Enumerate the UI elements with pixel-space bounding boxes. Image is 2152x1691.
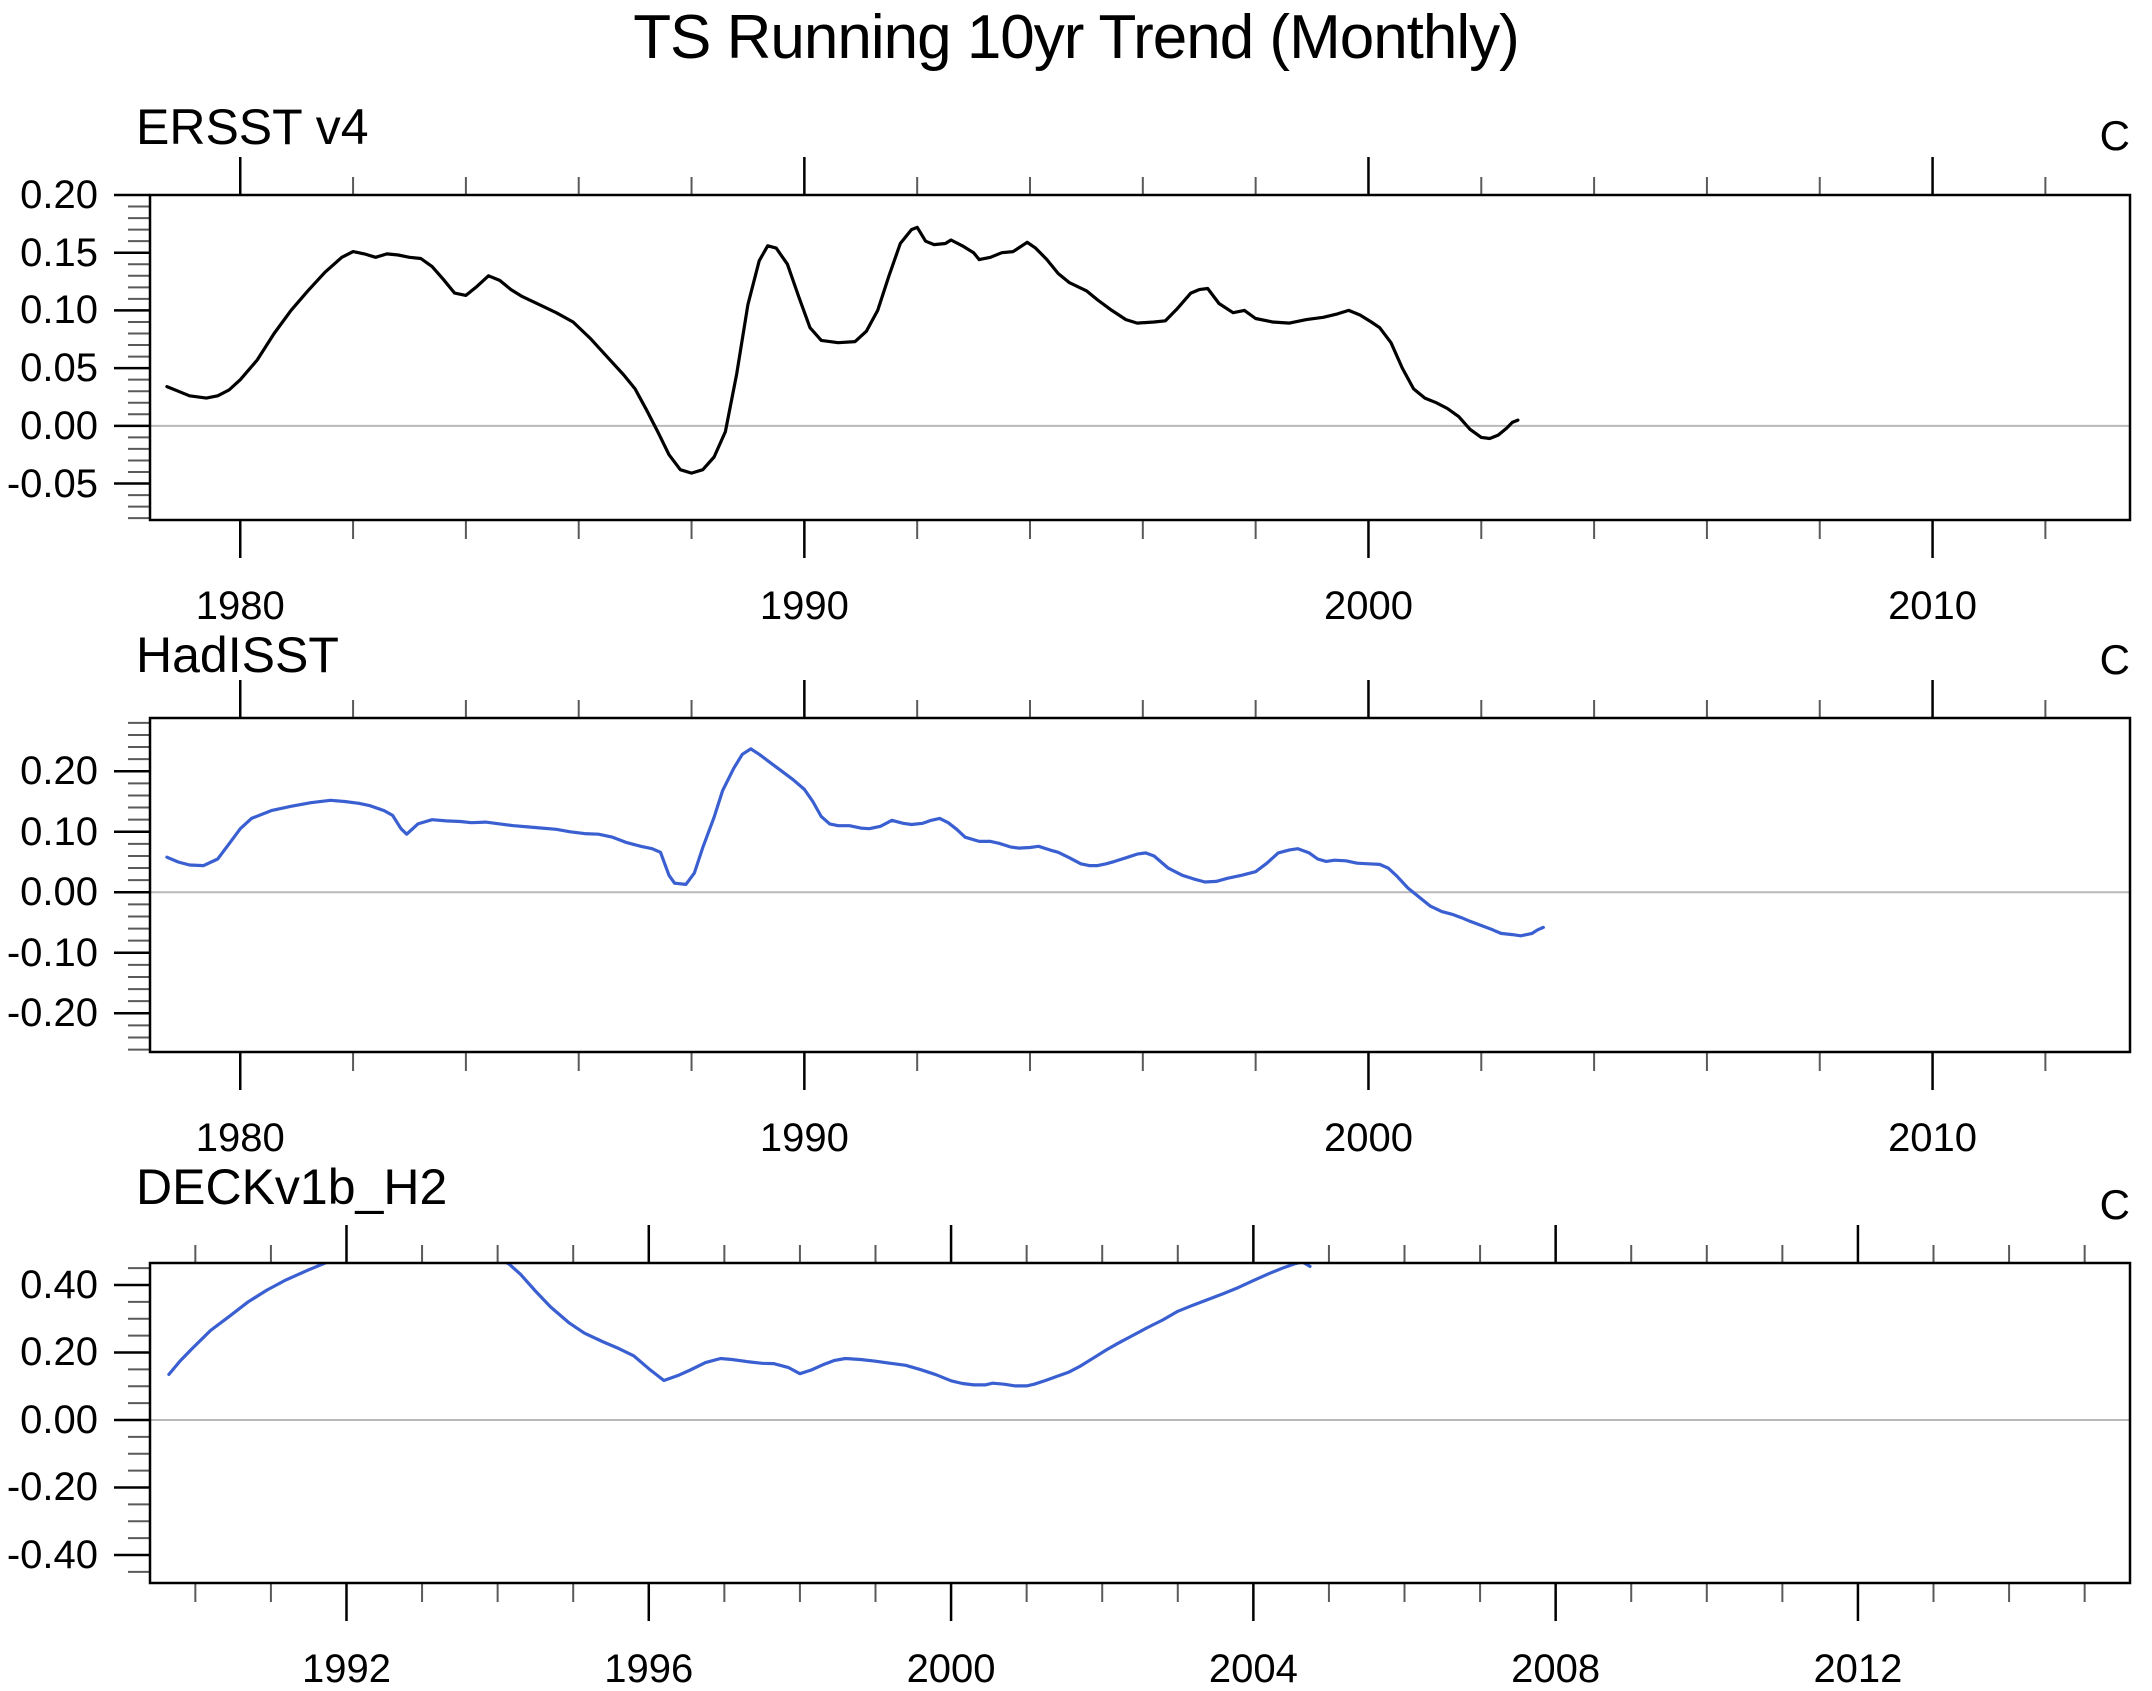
x-tick-label: 1980 xyxy=(195,584,285,628)
y-tick-label: 0.20 xyxy=(20,173,98,217)
x-tick-label: 1996 xyxy=(604,1647,694,1691)
x-tick-label: 2012 xyxy=(1813,1647,1903,1691)
plot-frame xyxy=(148,193,2132,522)
panel-title-ersst-v4: ERSST v4 xyxy=(136,99,369,155)
x-tick-label: 1990 xyxy=(759,1116,849,1160)
x-tick-label: 2008 xyxy=(1511,1647,1601,1691)
y-tick-label: 0.15 xyxy=(20,230,98,275)
x-tick-label: 2010 xyxy=(1888,1116,1978,1160)
page-title: TS Running 10yr Trend (Monthly) xyxy=(633,3,1520,72)
units-label-panel-1: C xyxy=(2099,112,2130,159)
data-line-hadisst xyxy=(165,747,1545,938)
y-tick-label: 0.10 xyxy=(20,288,98,333)
y-tick-label: 0.20 xyxy=(20,1330,98,1375)
plot-frame xyxy=(148,1261,2132,1585)
plot-frame xyxy=(148,716,2132,1054)
x-tick-label: 1990 xyxy=(759,584,849,628)
y-tick-label: -0.40 xyxy=(6,1532,98,1577)
y-tick-label: -0.20 xyxy=(6,991,98,1036)
units-label-panel-3: C xyxy=(2099,1181,2130,1228)
y-tick-label: -0.20 xyxy=(6,1465,98,1510)
y-tick-label: -0.05 xyxy=(6,461,98,506)
panel-title-deckv1b-h2: DECKv1b_H2 xyxy=(136,1159,448,1215)
y-tick-label: 0.05 xyxy=(20,346,98,391)
x-tick-label: 2000 xyxy=(906,1647,996,1691)
y-tick-label: 0.00 xyxy=(20,870,98,915)
x-tick-label: 2000 xyxy=(1323,1116,1413,1160)
x-tick-label: 2000 xyxy=(1323,584,1413,628)
x-tick-label: 1992 xyxy=(301,1647,391,1691)
x-tick-label: 2010 xyxy=(1888,584,1978,628)
y-tick-label: 0.40 xyxy=(20,1262,98,1307)
units-label-panel-2: C xyxy=(2099,636,2130,683)
y-tick-label: 0.00 xyxy=(20,1397,98,1442)
y-tick-label: -0.10 xyxy=(6,930,98,975)
panel-title-hadisst: HadISST xyxy=(136,627,339,683)
y-tick-label: 0.10 xyxy=(20,809,98,854)
data-line-ersst-v4 xyxy=(165,225,1520,475)
data-line-deckv1b-h2 xyxy=(167,1263,1312,1388)
y-tick-label: 0.00 xyxy=(20,403,98,448)
y-tick-label: 0.20 xyxy=(20,749,98,794)
x-tick-label: 1980 xyxy=(195,1116,285,1160)
x-tick-label: 2004 xyxy=(1208,1647,1298,1691)
